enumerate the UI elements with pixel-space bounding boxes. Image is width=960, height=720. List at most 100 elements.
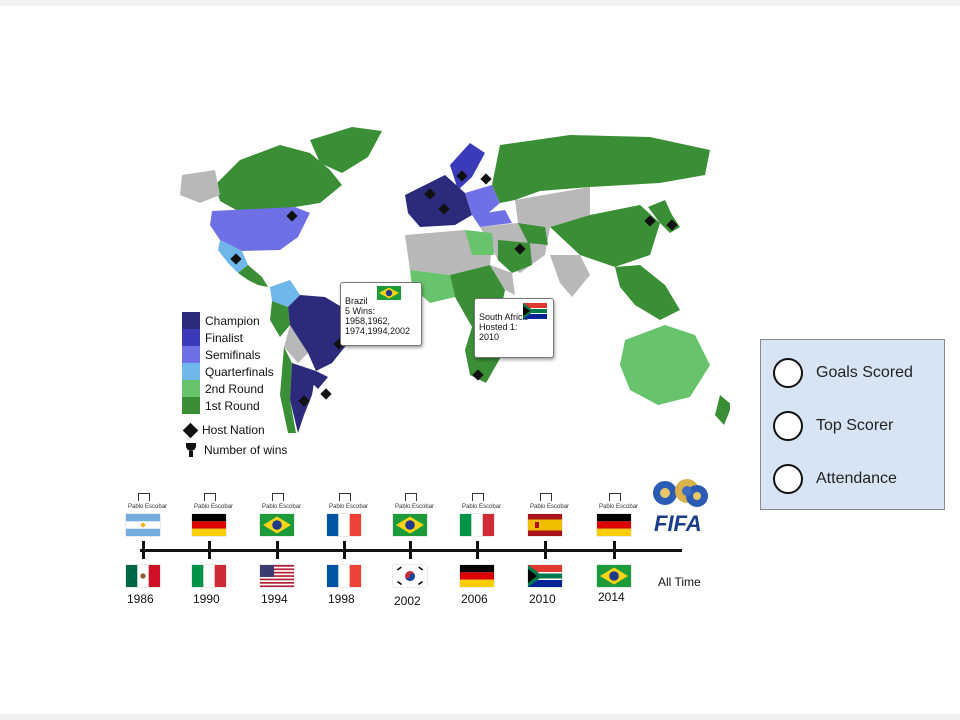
se-asia-region: [615, 265, 680, 320]
goals-scored-option[interactable]: Goals Scored: [773, 354, 913, 392]
timeline-year-label: 1986: [127, 592, 154, 606]
timeline-year-label: 1998: [328, 592, 355, 606]
france-flag: [327, 514, 361, 536]
map-legend: Champion Finalist Semifinals Quarterfina…: [182, 312, 274, 414]
peru-region: [270, 301, 290, 337]
india-region: [550, 255, 590, 297]
brazil-flag: [260, 514, 294, 536]
alaska-region: [180, 170, 220, 203]
winner-caption: Pablo Escobar: [530, 504, 570, 510]
australia-region: [620, 325, 710, 405]
germany-flag: [460, 565, 494, 587]
greenland-region: [310, 127, 382, 173]
timeline-tick: [276, 541, 279, 559]
egypt-region: [465, 230, 494, 255]
fifa-logo-text: FIFA: [654, 511, 702, 536]
trophy-icon: [272, 493, 284, 501]
timeline-year-label: 2010: [529, 592, 556, 606]
timeline-year-label: 2006: [461, 592, 488, 606]
legend-item-champion: Champion: [182, 312, 274, 329]
eastern-europe-region: [465, 185, 500, 215]
trophy-icon: [184, 443, 198, 457]
all-time-label[interactable]: All Time: [658, 575, 701, 589]
brazil-callout: Brazil 5 Wins: 1958,1962, 1974,1994,2002: [340, 282, 422, 346]
france-flag: [327, 565, 361, 587]
fifa-logo[interactable]: [652, 478, 710, 536]
legend-number-of-wins: Number of wins: [182, 440, 287, 460]
legend-item-quarterfinals: Quarterfinals: [182, 363, 274, 380]
central-america-region: [238, 265, 268, 287]
south-korea-flag: [393, 565, 427, 587]
timeline-tick: [476, 541, 479, 559]
mexico-flag: [126, 565, 160, 587]
uruguay-region: [312, 371, 328, 389]
south-africa-callout: South Africa Hosted 1: 2010: [474, 298, 554, 358]
turkey-region: [472, 210, 512, 227]
spain-flag: [528, 514, 562, 536]
timeline-year-label: 2014: [598, 590, 625, 604]
legend-extra: Host Nation Number of wins: [182, 420, 287, 460]
trophy-icon: [339, 493, 351, 501]
legend-item-finalist: Finalist: [182, 329, 274, 346]
timeline-year-label: 1994: [261, 592, 288, 606]
trophy-icon: [405, 493, 417, 501]
germany-flag: [597, 514, 631, 536]
brazil-flag: [377, 286, 401, 300]
attendance-radio[interactable]: [773, 464, 803, 494]
top-bar: [0, 0, 960, 6]
timeline-tick: [409, 541, 412, 559]
trophy-icon: [138, 493, 150, 501]
legend-item-1st-round: 1st Round: [182, 397, 274, 414]
south-africa-callout-text: South Africa Hosted 1: 2010: [479, 312, 528, 342]
timeline-tick: [208, 541, 211, 559]
east-africa-region: [490, 265, 515, 295]
central-asia-region: [515, 187, 590, 227]
stats-panel: Goals Scored Top Scorer Attendance: [760, 339, 945, 510]
italy-flag: [460, 514, 494, 536]
bolivia-region: [284, 325, 308, 363]
trophy-icon: [609, 493, 621, 501]
timeline-tick: [343, 541, 346, 559]
usa-region: [210, 207, 310, 251]
top-scorer-radio[interactable]: [773, 411, 803, 441]
chile-region: [280, 347, 296, 433]
top-scorer-option[interactable]: Top Scorer: [773, 407, 893, 445]
winner-caption: Pablo Escobar: [262, 504, 302, 510]
timeline-tick: [142, 541, 145, 559]
trophy-icon: [472, 493, 484, 501]
attendance-option[interactable]: Attendance: [773, 460, 897, 498]
brazil-flag: [393, 514, 427, 536]
winner-caption: Pablo Escobar: [599, 504, 639, 510]
usa-flag: [260, 565, 294, 587]
china-region: [550, 205, 660, 267]
brazil-flag: [597, 565, 631, 587]
trophy-icon: [204, 493, 216, 501]
legend-item-semifinals: Semifinals: [182, 346, 274, 363]
goals-scored-label: Goals Scored: [816, 364, 913, 381]
canada-region: [215, 145, 342, 211]
south-africa-flag: [523, 303, 547, 319]
host-nation-icon: [182, 422, 199, 438]
legend-host-nation: Host Nation: [182, 420, 287, 440]
south-africa-flag: [528, 565, 562, 587]
winner-caption: Pablo Escobar: [194, 504, 234, 510]
winner-caption: Pablo Escobar: [128, 504, 168, 510]
germany-flag: [192, 514, 226, 536]
brazil-callout-text: Brazil 5 Wins: 1958,1962, 1974,1994,2002: [345, 296, 411, 336]
winner-caption: Pablo Escobar: [395, 504, 435, 510]
timeline-tick: [544, 541, 547, 559]
goals-scored-radio[interactable]: [773, 358, 803, 388]
argentina-flag: [126, 514, 160, 536]
attendance-label: Attendance: [816, 470, 897, 487]
new-zealand-region: [715, 395, 730, 425]
trophy-icon: [540, 493, 552, 501]
world-map[interactable]: [120, 115, 730, 445]
russia-region: [492, 135, 710, 203]
legend-item-2nd-round: 2nd Round: [182, 380, 274, 397]
brazil-region: [288, 295, 355, 371]
timeline-year-label: 1990: [193, 592, 220, 606]
iran-region: [518, 223, 548, 245]
italy-flag: [192, 565, 226, 587]
western-europe-region: [405, 175, 472, 227]
timeline-year-label: 2002: [394, 594, 421, 608]
